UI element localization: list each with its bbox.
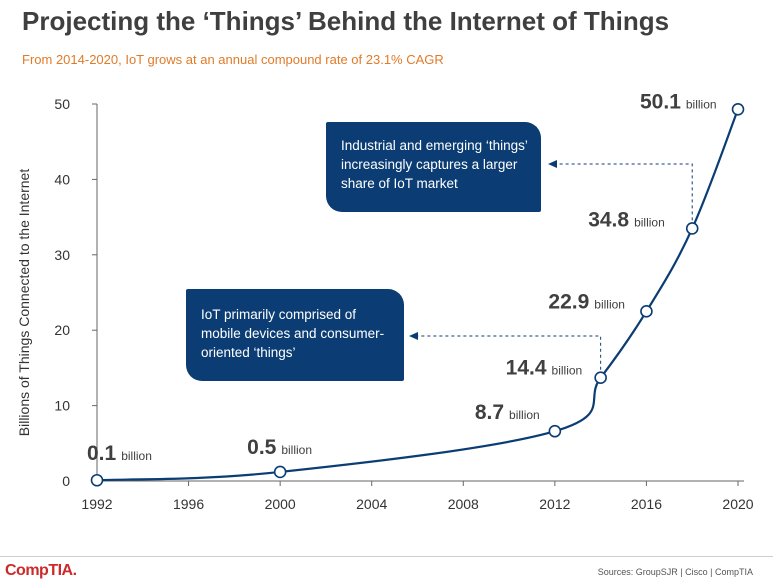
- data-label: 22.9 billion: [548, 290, 625, 313]
- data-label-value: 34.8: [588, 208, 629, 231]
- data-label-unit: billion: [281, 443, 312, 457]
- callout-industrial-arrowhead: [548, 160, 557, 168]
- x-tick-label: 2012: [539, 496, 570, 512]
- data-point-marker: [685, 222, 699, 235]
- x-tick-label: 2020: [722, 496, 753, 512]
- footer-divider: [0, 556, 773, 557]
- y-tick-label: 30: [54, 247, 70, 263]
- data-label: 50.1 billion: [640, 90, 717, 113]
- x-tick-label: 1996: [173, 496, 204, 512]
- x-tick-label: 2004: [356, 496, 387, 512]
- x-tick-label: 2008: [448, 496, 479, 512]
- data-label-unit: billion: [509, 408, 540, 422]
- callout-consumer-arrowhead: [409, 332, 418, 340]
- data-label-value: 0.5: [247, 436, 277, 459]
- data-point-marker: [90, 473, 104, 487]
- data-label: 0.1 billion: [87, 442, 152, 465]
- data-label: 0.5 billion: [247, 436, 312, 459]
- data-point-marker: [548, 424, 562, 438]
- y-tick-label: 40: [54, 171, 70, 187]
- data-label-unit: billion: [594, 297, 625, 311]
- data-label-value: 22.9: [548, 290, 589, 313]
- x-tick-label: 2000: [265, 496, 296, 512]
- data-label: 8.7 billion: [475, 401, 540, 424]
- x-tick-label: 1992: [81, 496, 112, 512]
- data-label-unit: billion: [552, 364, 583, 378]
- data-point-marker: [640, 305, 653, 318]
- data-label-unit: billion: [121, 449, 152, 463]
- data-point-marker: [273, 465, 287, 479]
- chart-title: Projecting the ‘Things’ Behind the Inter…: [22, 6, 670, 36]
- y-axis-title: Billions of Things Connected to the Inte…: [16, 169, 32, 437]
- sources-text: Sources: GroupSJR | Cisco | CompTIA: [597, 567, 753, 577]
- data-label-value: 50.1: [640, 90, 681, 113]
- x-tick-label: 2016: [631, 496, 662, 512]
- data-label: 14.4 billion: [506, 357, 583, 380]
- comptia-logo: CompTIA.: [5, 562, 77, 579]
- callout-industrial: Industrial and emerging ‘things’ increas…: [326, 122, 541, 212]
- y-tick-label: 50: [54, 96, 70, 112]
- y-tick-label: 20: [54, 322, 70, 338]
- data-point-marker: [731, 102, 745, 116]
- data-label-value: 8.7: [475, 401, 504, 424]
- data-label-unit: billion: [634, 215, 665, 229]
- callout-consumer: IoT primarily comprised of mobile device…: [186, 289, 404, 381]
- data-point-marker: [594, 371, 607, 385]
- data-label: 34.8 billion: [588, 208, 665, 231]
- chart-subtitle: From 2014-2020, IoT grows at an annual c…: [22, 52, 444, 67]
- y-tick-label: 10: [54, 398, 70, 414]
- data-label-unit: billion: [686, 97, 717, 111]
- data-label-value: 0.1: [87, 442, 117, 465]
- y-tick-label: 0: [62, 473, 70, 489]
- callout-industrial-pointer: [551, 163, 693, 221]
- data-label-value: 14.4: [506, 357, 547, 380]
